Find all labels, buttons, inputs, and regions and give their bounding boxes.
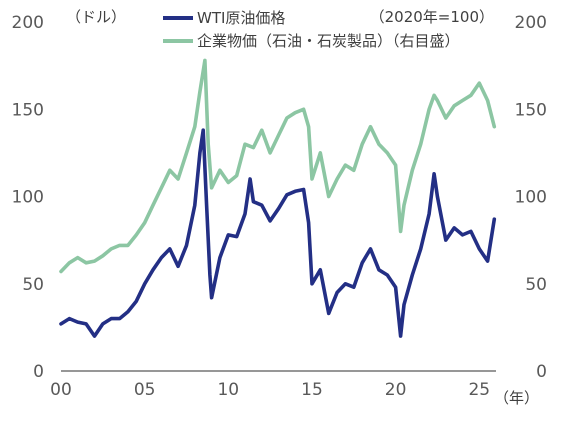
right-tick-label: 0: [536, 362, 547, 382]
x-tick-label: 20: [385, 380, 407, 400]
left-tick-label: 100: [12, 188, 44, 208]
right-tick-label: 150: [515, 100, 547, 120]
left-tick-label: 50: [22, 275, 44, 295]
left-tick-labels: 0 50 100 150 200: [12, 13, 44, 382]
right-tick-label: 50: [525, 275, 547, 295]
x-tick-labels: 00 05 10 15 20 25: [50, 380, 490, 400]
left-tick-label: 150: [12, 100, 44, 120]
right-axis-unit: （2020年=100）: [370, 8, 494, 26]
series-line-wti: [59, 128, 497, 338]
x-axis-unit: （年）: [494, 389, 539, 407]
series-lines: [59, 58, 497, 338]
right-tick-label: 100: [515, 188, 547, 208]
series-line-ppi-petroleum: [59, 58, 497, 274]
x-tick-label: 00: [50, 380, 72, 400]
x-tick-label: 05: [134, 380, 156, 400]
left-tick-label: 0: [33, 362, 44, 382]
x-tick-label: 10: [217, 380, 239, 400]
right-tick-label: 200: [515, 13, 547, 33]
legend-label: 企業物価（石油・石炭製品）（右目盛）: [197, 32, 460, 50]
left-tick-label: 200: [12, 13, 44, 33]
x-tick-label: 25: [468, 380, 490, 400]
legend-label: WTI原油価格: [197, 9, 285, 27]
x-tick-label: 15: [301, 380, 323, 400]
left-axis-unit: （ドル）: [66, 8, 126, 26]
right-tick-labels: 0 50 100 150 200: [515, 13, 547, 382]
